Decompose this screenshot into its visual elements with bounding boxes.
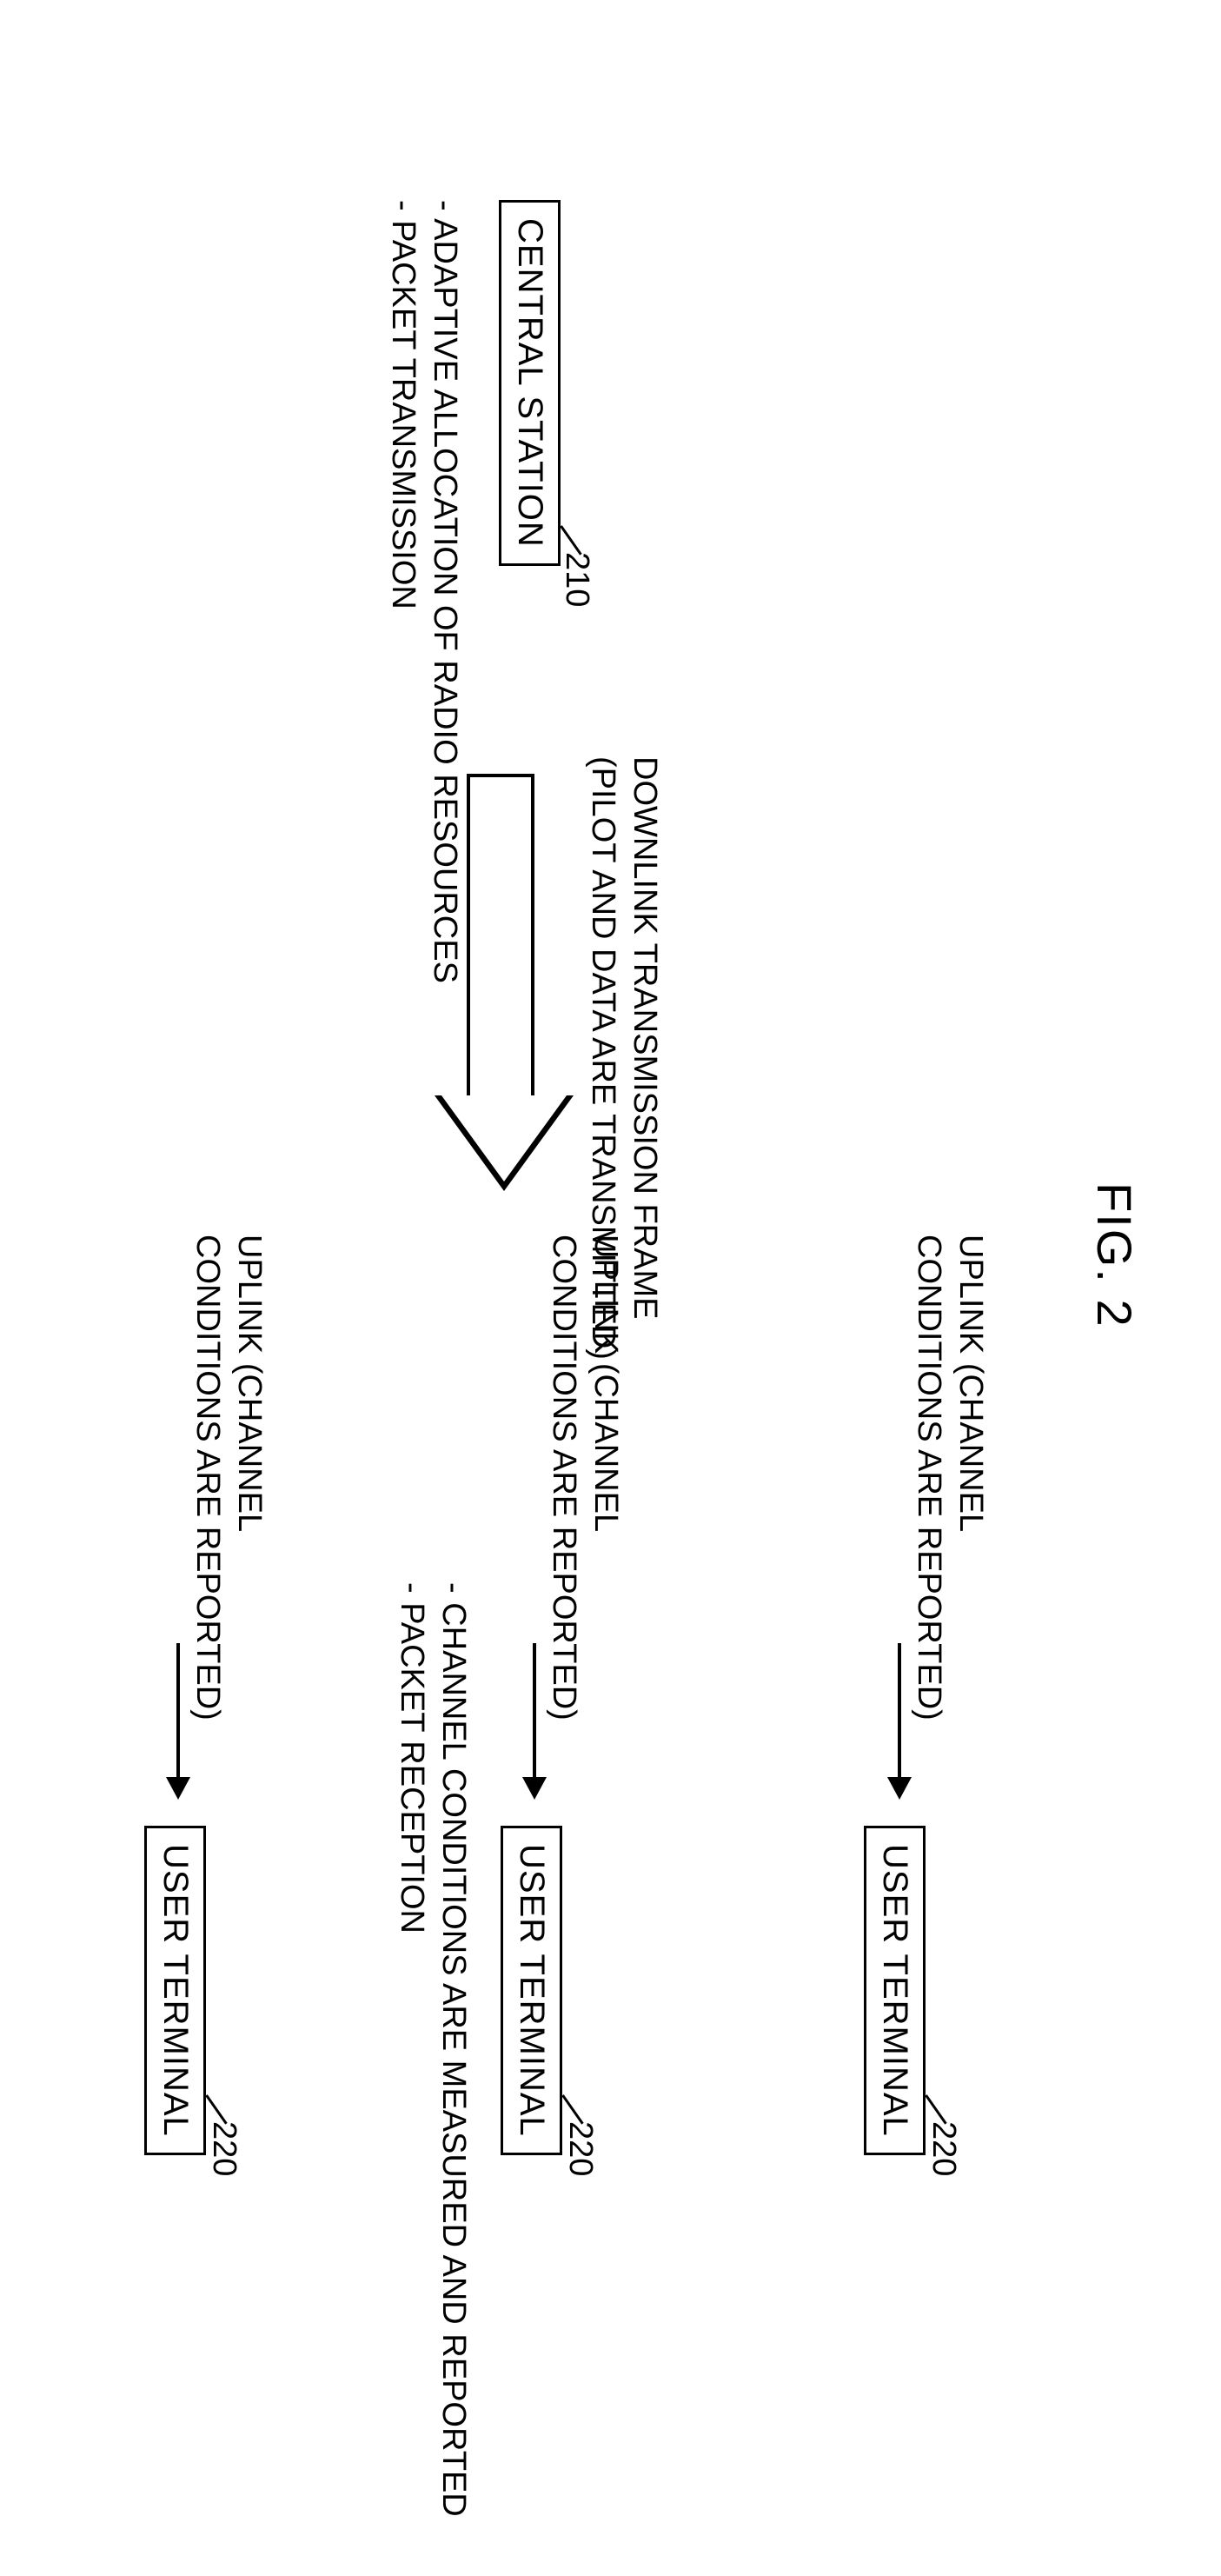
user-terminal-ref-tick-top xyxy=(925,2094,946,2124)
user-terminal-ref-top: 220 xyxy=(925,2121,962,2176)
downlink-arrow xyxy=(435,774,574,1191)
uplink-label-top: UPLINK (CHANNEL CONDITIONS ARE REPORTED) xyxy=(908,1235,991,1721)
user-terminal-box-top: USER TERMINAL xyxy=(864,1826,926,2155)
uplink-label-mid: UPLINK (CHANNEL CONDITIONS ARE REPORTED) xyxy=(543,1235,626,1721)
user-terminal-box-mid: USER TERMINAL xyxy=(501,1826,562,2155)
central-station-ref: 210 xyxy=(558,552,595,607)
user-terminal-ref-tick-mid xyxy=(561,2094,583,2124)
uplink-label-bottom: UPLINK (CHANNEL CONDITIONS ARE REPORTED) xyxy=(187,1235,269,1721)
user-terminal-box-bottom: USER TERMINAL xyxy=(144,1826,206,2155)
user-terminal-mid-notes: - CHANNEL CONDITIONS ARE MEASURED AND RE… xyxy=(391,1582,474,2517)
figure-title: FIG. 2 xyxy=(1086,1182,1143,1328)
central-station-ref-tick xyxy=(560,525,581,555)
diagram-canvas: FIG. 2 CENTRAL STATION 210 - ADAPTIVE AL… xyxy=(0,0,1221,2576)
user-terminal-ref-tick-bottom xyxy=(205,2094,227,2124)
user-terminal-ref-bottom: 220 xyxy=(205,2121,242,2176)
user-terminal-ref-mid: 220 xyxy=(561,2121,599,2176)
central-station-box: CENTRAL STATION xyxy=(499,200,561,566)
